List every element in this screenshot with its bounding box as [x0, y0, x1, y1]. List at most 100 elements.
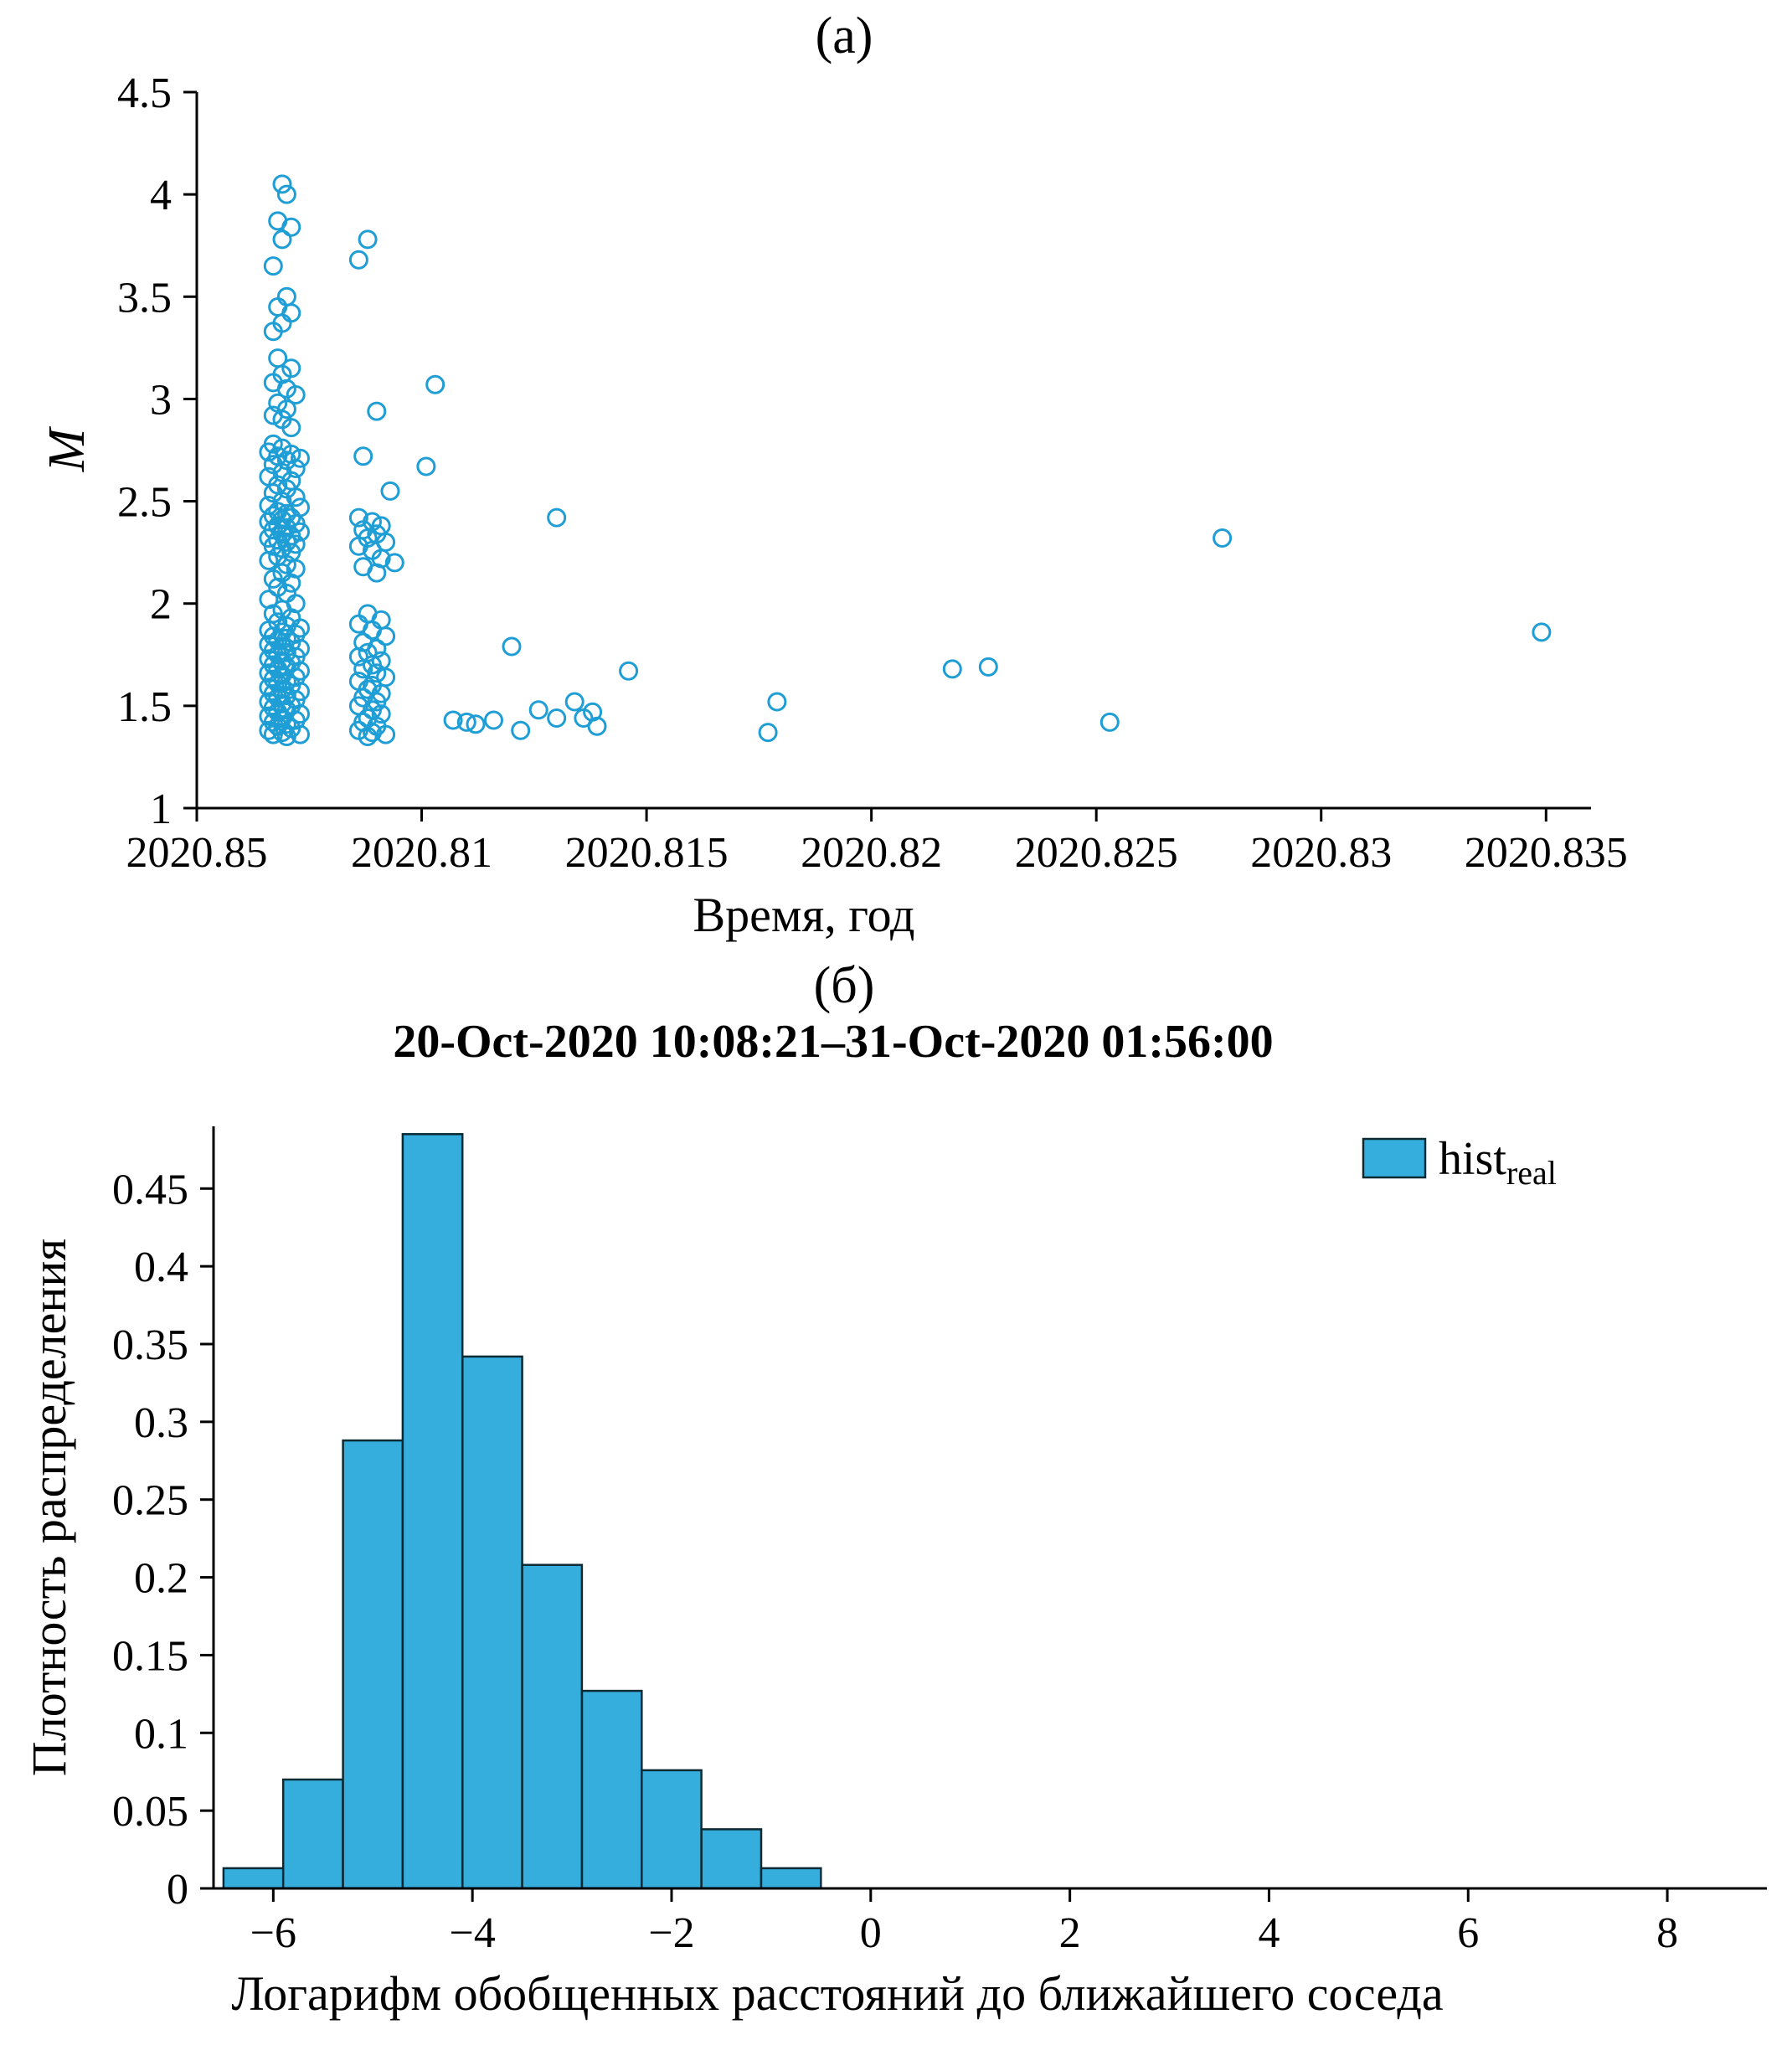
scatter-point	[263, 256, 283, 276]
hist-bar	[222, 1867, 285, 1890]
y-tick-label: 4	[150, 172, 172, 219]
scatter-point	[281, 573, 301, 593]
panel-a-label: (а)	[815, 8, 873, 64]
hist-bar	[700, 1828, 763, 1890]
scatter-point	[358, 727, 378, 746]
hist-bar	[580, 1689, 643, 1890]
x-tick-label: −4	[450, 1909, 496, 1957]
scatter-point	[259, 720, 279, 740]
x-tick-label: 2020.835	[1465, 829, 1628, 877]
scatter-point	[484, 710, 503, 730]
scatter-point	[587, 716, 607, 736]
legend-label: histreal	[1439, 1133, 1557, 1192]
y-axis-label: Плотность распределения	[22, 1239, 76, 1776]
x-tick-label: 0	[860, 1909, 882, 1957]
scatter-point	[276, 727, 296, 746]
scatter-point	[286, 385, 306, 404]
x-tick-label: −6	[250, 1909, 296, 1957]
x-tick-label: 4	[1258, 1909, 1280, 1957]
scatter-point	[380, 481, 400, 501]
x-tick-label: 2	[1059, 1909, 1081, 1957]
hist-bar	[461, 1355, 523, 1890]
y-tick-label: 0.4	[134, 1244, 188, 1291]
scatter-point	[259, 442, 279, 462]
scatter-point	[291, 522, 310, 542]
scatter-point	[272, 174, 292, 194]
scatter-point	[371, 610, 391, 630]
hist-bar	[641, 1769, 703, 1890]
y-tick-label: 0.3	[134, 1399, 188, 1447]
y-tick-label: 0.45	[112, 1166, 188, 1213]
scatter-point	[281, 303, 301, 323]
scatter-point	[443, 710, 463, 730]
scatter-point	[291, 724, 310, 744]
scatter-point	[978, 657, 998, 677]
y-tick-label: 2.5	[117, 479, 172, 527]
x-axis-label: Время, год	[693, 888, 915, 942]
scatter-point	[466, 714, 486, 734]
y-tick-label: 3.5	[117, 274, 172, 322]
scatter-point	[348, 536, 368, 556]
scatter-point	[1532, 622, 1552, 642]
legend-swatch	[1362, 1137, 1427, 1179]
scatter-point	[456, 712, 476, 732]
scatter-point	[348, 507, 368, 528]
hist-bar	[401, 1133, 464, 1890]
x-tick-label: 2020.82	[801, 829, 942, 877]
histogram-canvas: −6 −4 −2 0 2 4 6 8 0 0.05 0.1 0.15 0.2 0.25 0.3 0.35 0.4…	[22, 1126, 1767, 2021]
hist-bar	[521, 1563, 584, 1890]
y-tick-label: 0.05	[112, 1788, 188, 1836]
scatter-point	[281, 418, 301, 438]
scatter-point	[367, 663, 387, 683]
scatter-point	[528, 700, 548, 720]
hist-bar	[342, 1439, 404, 1890]
hist-bar	[281, 1778, 344, 1890]
scatter-point	[281, 217, 301, 237]
y-tick-label: 1.5	[117, 683, 172, 731]
x-axis-label: Логарифм обобщенных расстояний до ближай…	[231, 1966, 1443, 2021]
scatter-point	[286, 459, 306, 478]
scatter-point	[564, 692, 584, 712]
y-tick-label: 2	[150, 581, 172, 629]
scatter-point	[353, 659, 373, 679]
scatter-point	[619, 661, 639, 681]
scatter-plot-canvas: 2020.85 2020.81 2020.815 2020.82 2020.825 202…	[39, 70, 1628, 942]
scatter-point	[1099, 712, 1120, 732]
scatter-point	[348, 646, 368, 667]
scatter-point	[376, 724, 396, 744]
scatter-point	[353, 446, 373, 466]
x-tick-label: 8	[1656, 1909, 1678, 1957]
scatter-point	[511, 720, 531, 740]
y-tick-label: 0	[167, 1866, 188, 1914]
scatter-point	[272, 723, 292, 743]
x-tick-label: 2020.825	[1015, 829, 1178, 877]
scatter-point	[371, 704, 391, 724]
scatter-point	[263, 724, 283, 744]
scatter-point	[276, 286, 296, 306]
scatter-point	[291, 448, 310, 468]
scatter-point	[416, 456, 436, 476]
scatter-point	[286, 487, 306, 507]
scatter-point	[272, 229, 292, 250]
scatter-point	[502, 636, 522, 657]
hist-bar	[760, 1867, 822, 1890]
panel-b-label: (б)	[813, 957, 875, 1014]
x-tick-label: 2020.815	[565, 829, 729, 877]
x-tick-label: 6	[1457, 1909, 1479, 1957]
scatter-point	[348, 250, 368, 270]
y-tick-label: 0.15	[112, 1632, 188, 1680]
y-tick-label: 3	[150, 376, 172, 424]
scatter-point	[367, 401, 387, 421]
scatter-point	[384, 553, 404, 573]
scatter-point	[942, 659, 962, 679]
scatter-point	[547, 507, 567, 528]
y-tick-label: 0.25	[112, 1477, 188, 1525]
scatter-point	[263, 405, 283, 425]
y-tick-label: 0.1	[134, 1710, 188, 1758]
scatter-point	[425, 374, 445, 394]
y-tick-label: 1	[150, 786, 172, 833]
scatter-point	[263, 322, 283, 342]
scatter-point	[358, 229, 378, 250]
scatter-point	[367, 563, 387, 583]
